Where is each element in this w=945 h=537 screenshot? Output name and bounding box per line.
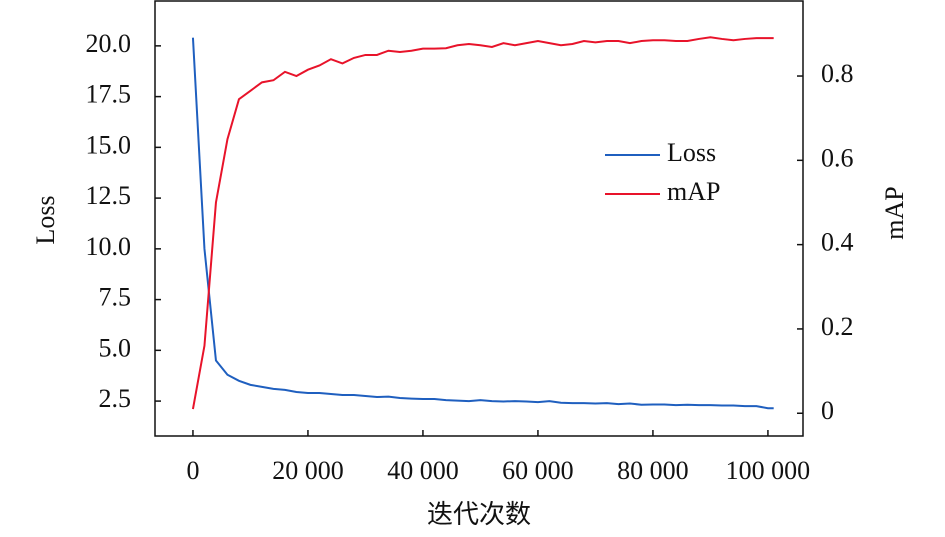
y-tick-label: 7.5 (99, 283, 132, 312)
y2-tick-label: 0 (821, 396, 834, 425)
y-tick-label: 5.0 (99, 333, 132, 362)
legend-label: mAP (667, 177, 720, 206)
y2-axis-label: mAP (880, 186, 909, 239)
y2-tick-label: 0.8 (821, 59, 854, 88)
y-tick-label: 20.0 (86, 29, 132, 58)
legend-label: Loss (667, 138, 716, 167)
series-line (191, 37, 774, 410)
y-tick-label: 12.5 (86, 181, 132, 210)
x-tick-label: 60 000 (502, 456, 574, 485)
y-axis-label: Loss (31, 195, 60, 244)
x-axis-label: 迭代次数 (427, 500, 531, 529)
y2-tick-label: 0.4 (821, 228, 854, 257)
series-line (191, 36, 774, 410)
y2-tick-label: 0.6 (821, 143, 854, 172)
y-tick-label: 15.0 (86, 130, 132, 159)
x-tick-label: 100 000 (726, 456, 811, 485)
x-tick-label: 20 000 (272, 456, 344, 485)
x-tick-label: 80 000 (617, 456, 689, 485)
x-tick-label: 0 (186, 456, 199, 485)
x-tick-label: 40 000 (387, 456, 459, 485)
y-tick-label: 2.5 (99, 384, 132, 413)
y-tick-label: 10.0 (86, 232, 132, 261)
plot-frame (154, 0, 804, 437)
y-tick-label: 17.5 (86, 80, 132, 109)
y2-tick-label: 0.2 (821, 312, 854, 341)
